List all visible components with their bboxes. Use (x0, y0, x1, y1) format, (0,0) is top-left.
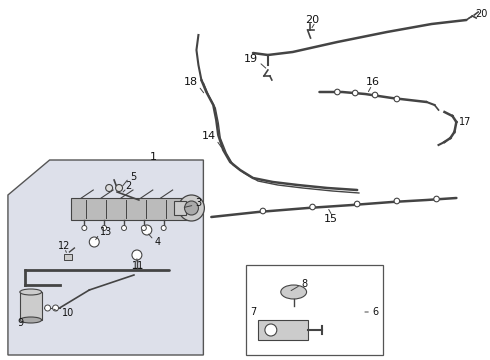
Text: 20: 20 (305, 15, 319, 25)
Circle shape (161, 225, 166, 230)
Circle shape (45, 305, 50, 311)
Text: 1: 1 (150, 152, 157, 162)
Circle shape (434, 196, 440, 202)
Bar (246, 265, 383, 355)
Bar (72, 198, 189, 220)
Circle shape (185, 201, 198, 215)
Text: 7: 7 (250, 307, 256, 317)
Text: 2: 2 (125, 181, 131, 191)
Circle shape (354, 201, 360, 207)
Bar (20, 292, 42, 320)
Circle shape (106, 185, 113, 192)
Bar (258, 320, 308, 340)
Text: 16: 16 (366, 77, 380, 87)
Text: 14: 14 (202, 131, 217, 141)
Circle shape (52, 305, 58, 311)
Text: 9: 9 (18, 318, 24, 328)
Circle shape (265, 324, 277, 336)
Ellipse shape (281, 285, 307, 299)
Circle shape (116, 185, 122, 192)
Circle shape (89, 237, 99, 247)
Text: 13: 13 (100, 227, 113, 237)
Bar (173, 201, 186, 215)
Text: 4: 4 (155, 237, 161, 247)
Ellipse shape (20, 317, 42, 323)
Circle shape (335, 89, 340, 95)
Text: 19: 19 (244, 54, 258, 64)
Circle shape (394, 198, 400, 204)
Circle shape (352, 90, 358, 96)
Circle shape (178, 195, 204, 221)
Circle shape (102, 225, 107, 230)
Text: 10: 10 (62, 308, 74, 318)
Text: 8: 8 (302, 279, 308, 289)
Circle shape (82, 225, 87, 230)
Text: 11: 11 (132, 261, 144, 271)
Circle shape (142, 225, 152, 235)
Circle shape (394, 96, 400, 102)
Circle shape (260, 208, 266, 214)
Text: 15: 15 (323, 214, 338, 224)
Circle shape (310, 204, 315, 210)
Text: 3: 3 (196, 198, 201, 208)
Circle shape (142, 225, 147, 230)
Text: 17: 17 (459, 117, 472, 127)
Ellipse shape (20, 289, 42, 295)
Text: 18: 18 (183, 77, 197, 87)
Circle shape (122, 225, 126, 230)
Text: 20: 20 (475, 9, 488, 19)
Circle shape (372, 92, 378, 98)
Circle shape (132, 250, 142, 260)
Text: 5: 5 (130, 172, 136, 182)
Text: 12: 12 (57, 241, 70, 251)
Polygon shape (8, 160, 203, 355)
Bar (65, 254, 73, 260)
Text: 6: 6 (372, 307, 378, 317)
